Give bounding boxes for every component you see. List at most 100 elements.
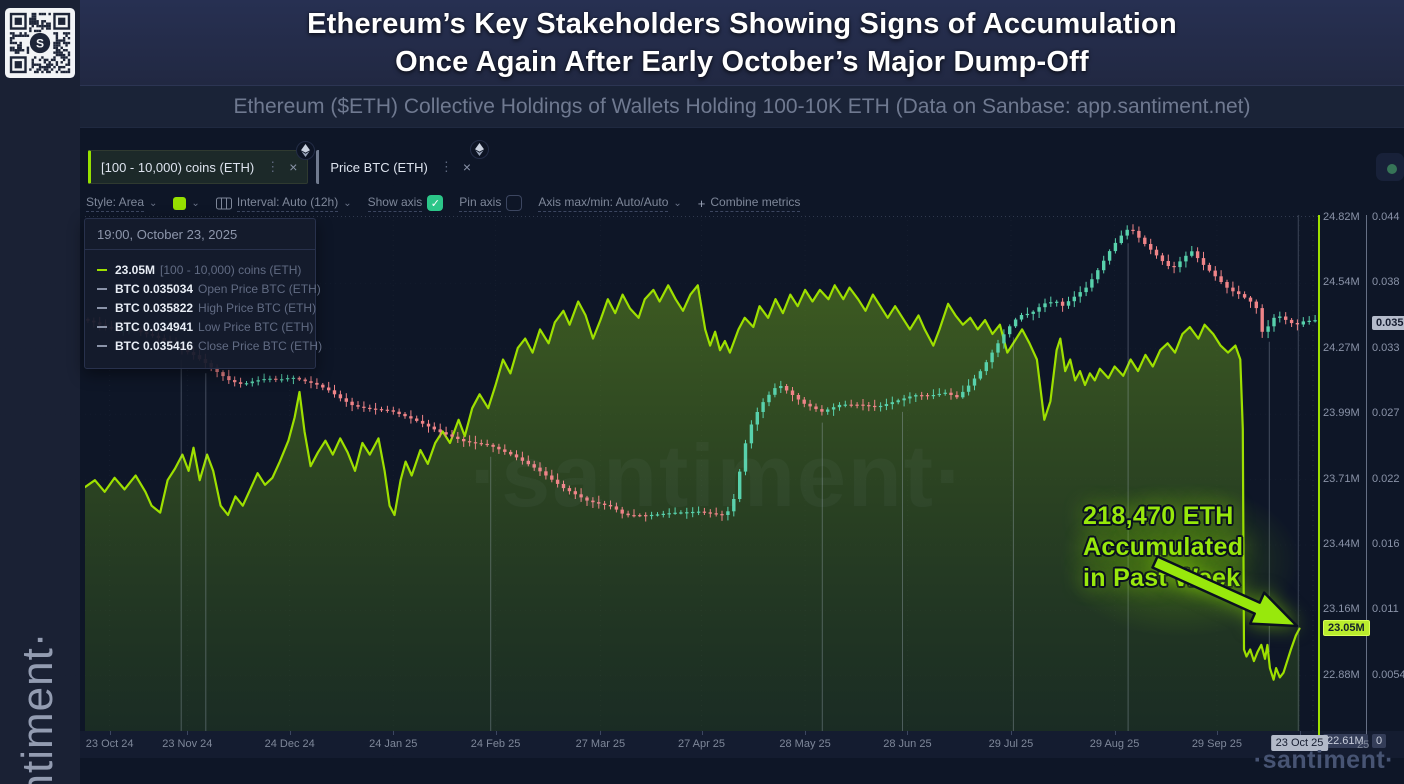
qr-code-cell: S: [0, 0, 80, 86]
pin-axis-toggle[interactable]: Pin axis: [459, 195, 523, 212]
metric-tabs-row: [100 - 10,000) coins (ETH) ⋮ × Price BTC…: [88, 140, 490, 184]
show-axis-label: Show axis: [367, 195, 423, 212]
axis-maxmin-label: Axis max/min: Auto/Auto: [538, 195, 669, 212]
tooltip-value: BTC 0.034941: [115, 320, 194, 334]
tooltip-label: High Price BTC (ETH): [198, 301, 317, 315]
x-tick-label: 29 Sep 25: [1191, 738, 1242, 750]
y-tick-label: 23.71M: [1323, 472, 1360, 485]
sidebar-brand-logo: ·santiment·: [13, 631, 62, 784]
x-tick-label: 24 Feb 25: [470, 738, 521, 750]
y-tick-label: 23.44M: [1323, 538, 1360, 550]
tab-holdings-label: [100 - 10,000) coins (ETH): [101, 159, 255, 175]
plus-icon: +: [697, 195, 706, 211]
y-tick-label: 0.033: [1372, 341, 1400, 354]
tooltip-value: 23.05M: [115, 263, 156, 277]
x-tick-mark: [495, 731, 497, 735]
tab-price-btc[interactable]: Price BTC (ETH) ⋮ ×: [316, 140, 490, 184]
y-tick-label: 24.27M: [1323, 341, 1360, 354]
x-tick-mark: [393, 731, 395, 735]
eth-coin-badge: [470, 140, 490, 159]
tooltip-rows: 23.05M [100 - 10,000) coins (ETH) BTC 0.03…: [85, 250, 322, 368]
candlestick-series: [86, 224, 1317, 522]
kebab-menu-icon[interactable]: ⋮: [439, 159, 453, 174]
y-tick-label: 0.00545: [1372, 668, 1404, 681]
accumulation-annotation: 218,470 ETH Accumulated in Past Week: [1083, 501, 1243, 594]
close-icon[interactable]: ×: [289, 159, 298, 175]
x-tick-mark: [907, 731, 909, 735]
series-dash-icon: [97, 325, 107, 329]
tooltip-label: Close Price BTC (ETH): [198, 339, 323, 353]
tooltip-datetime: 19:00, October 23, 2025: [85, 219, 315, 250]
btc-y-axis[interactable]: 0.044 0.038 0.033 0.027 0.022 0.016 0.011 0.005…: [1372, 211, 1404, 755]
y-tick-label: 0.038: [1372, 276, 1400, 289]
chevron-down-icon: ⌄: [673, 197, 682, 209]
interval-dropdown-label: Interval: Auto (12h): [236, 195, 339, 212]
eth-logo-icon: [475, 143, 485, 156]
y-tick-label: 0.044: [1372, 211, 1400, 223]
tooltip-value: BTC 0.035822: [115, 301, 194, 315]
tab-holdings-metric[interactable]: [100 - 10,000) coins (ETH) ⋮ ×: [88, 141, 316, 184]
qr-code: S: [5, 8, 75, 78]
x-tick-mark: [289, 731, 291, 735]
header-banner: Ethereum’s Key Stakeholders Showing Sign…: [80, 0, 1404, 86]
x-axis[interactable]: 23 Oct 24 23 Nov 24 24 Dec 24 24 Jan 25 24 F…: [85, 731, 1369, 757]
x-tick-label: 27 Apr 25: [677, 738, 726, 750]
axis-maxmin-dropdown[interactable]: Axis max/min: Auto/Auto ⌄: [538, 195, 682, 212]
tooltip-label: Low Price BTC (ETH): [198, 320, 314, 334]
show-axis-checkbox[interactable]: ✓: [427, 195, 444, 211]
x-tick-label: 29 Aug 25: [1089, 738, 1140, 750]
tooltip-row: 23.05M [100 - 10,000) coins (ETH): [97, 263, 303, 277]
x-tick-mark: [109, 731, 111, 735]
x-tick-mark: [805, 731, 807, 735]
eth-logo-icon: [301, 144, 311, 157]
color-swatch[interactable]: [173, 196, 187, 210]
tab-price-label: Price BTC (ETH): [330, 159, 428, 175]
combine-metrics-button[interactable]: + Combine metrics: [698, 195, 801, 212]
x-tick-label: 23 Oct 24: [85, 738, 134, 750]
chart-plot[interactable]: [85, 215, 1318, 731]
style-dropdown[interactable]: Style: Area ⌄: [86, 195, 157, 212]
x-tick-mark: [1010, 731, 1012, 735]
flash-wicks: [180, 243, 1270, 731]
close-icon[interactable]: ×: [462, 159, 472, 175]
status-dot[interactable]: [1387, 164, 1397, 174]
tooltip-value: BTC 0.035416: [115, 339, 194, 353]
holdings-y-axis[interactable]: 24.82M 24.54M 24.27M 23.99M 23.71M 23.44M 23.1…: [1323, 211, 1370, 755]
pin-axis-checkbox[interactable]: [506, 195, 523, 211]
x-tick-label: 29 Jul 25: [988, 738, 1034, 750]
pin-axis-label: Pin axis: [459, 195, 502, 212]
chart-controls-row: Style: Area ⌄ ⌄ Interval: Auto (12h) ⌄ S…: [86, 192, 801, 214]
series-dash-icon: [97, 306, 107, 310]
show-axis-toggle[interactable]: Show axis ✓: [367, 195, 444, 212]
chevron-down-icon: ⌄: [343, 197, 352, 209]
subtitle-bar: Ethereum ($ETH) Collective Holdings of W…: [80, 86, 1404, 128]
combine-metrics-label: Combine metrics: [710, 195, 801, 212]
btc-axis-line: [1366, 215, 1367, 742]
annotation-arrow-icon: [1151, 556, 1299, 628]
interval-icon: [215, 197, 232, 209]
x-tick-mark: [187, 731, 189, 735]
x-tick-mark: [1216, 731, 1218, 735]
tooltip-row: BTC 0.035822 High Price BTC (ETH): [97, 301, 316, 315]
current-value-badge: 0.035: [1372, 315, 1404, 330]
y-tick-label: 23.16M: [1323, 603, 1360, 616]
x-tick-label: 23 Oct 25: [1270, 735, 1329, 751]
interval-dropdown[interactable]: Interval: Auto (12h) ⌄: [215, 195, 352, 212]
x-tick-label: 27 Mar 25: [575, 738, 626, 750]
x-tick-label: 28 Jun 25: [883, 738, 932, 750]
y-tick-label: 23.99M: [1323, 407, 1360, 420]
sidebar: ·santiment·: [0, 86, 80, 784]
kebab-menu-icon[interactable]: ⋮: [266, 159, 280, 174]
y-tick-label: 24.54M: [1323, 276, 1360, 289]
x-tick-mark: [701, 731, 703, 735]
series-color-picker[interactable]: ⌄: [173, 196, 200, 210]
bottom-brand-logo: ·santiment·: [1253, 746, 1394, 774]
y-tick-label: 0.027: [1372, 407, 1400, 420]
tooltip-row: BTC 0.034941 Low Price BTC (ETH): [97, 320, 313, 334]
x-tick-mark: [600, 731, 602, 735]
x-tick-label: 28 May 25: [779, 738, 831, 750]
style-dropdown-label: Style: Area: [86, 195, 145, 212]
tooltip-value: BTC 0.035034: [115, 282, 194, 296]
x-axis-bar: [80, 731, 1404, 758]
y-tick-label: 0.022: [1372, 472, 1400, 485]
